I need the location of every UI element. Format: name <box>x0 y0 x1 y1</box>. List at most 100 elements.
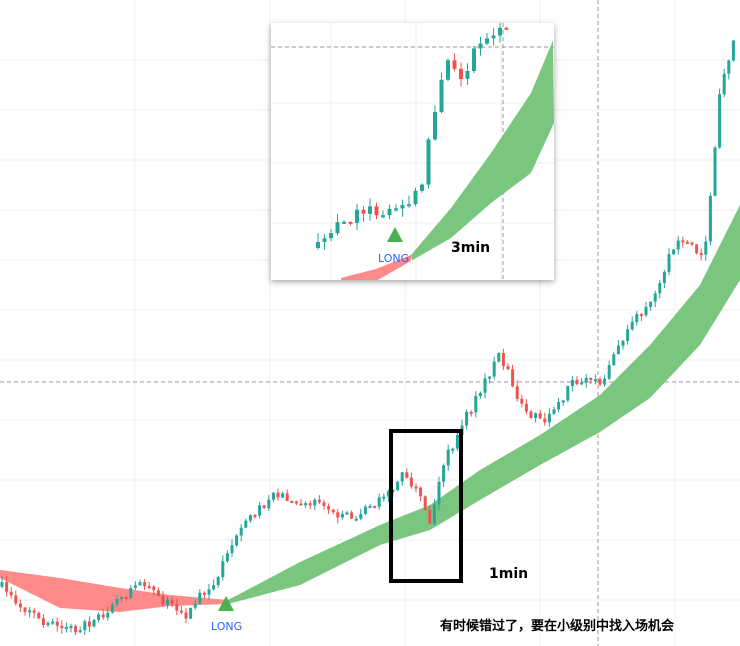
candle-body <box>175 604 179 611</box>
candle-body <box>409 477 413 487</box>
candle-body <box>400 205 405 209</box>
candle-body <box>561 400 565 403</box>
candle-body <box>46 622 50 626</box>
candle-body <box>373 505 377 508</box>
candle-body <box>426 139 431 185</box>
candle-body <box>446 449 450 466</box>
candle-body <box>87 621 91 627</box>
candle-body <box>381 215 385 218</box>
candle-body <box>485 38 489 44</box>
candle-body <box>147 586 151 589</box>
candle-body <box>244 520 248 528</box>
candle-body <box>704 241 708 255</box>
candle-body <box>290 501 294 503</box>
candle-body <box>235 535 239 546</box>
inset-chart-panel: LONG 3min <box>271 23 554 280</box>
candle-body <box>501 353 505 367</box>
candle-body <box>437 481 441 505</box>
candle-body <box>340 513 344 518</box>
candle-body <box>469 411 473 414</box>
candle-body <box>32 610 36 613</box>
candle-body <box>294 501 298 504</box>
candle-body <box>386 491 390 497</box>
candle-body <box>644 306 648 316</box>
candle-body <box>452 60 457 69</box>
candle-body <box>483 378 487 393</box>
candle-body <box>400 472 404 482</box>
candle-body <box>718 94 722 148</box>
candle-body <box>492 361 496 377</box>
candle-body <box>731 40 735 61</box>
candle-body <box>459 68 463 79</box>
candle-body <box>359 513 363 519</box>
bear-ribbon <box>341 255 411 280</box>
candle-body <box>299 503 303 506</box>
candle-body <box>342 221 346 224</box>
candle-body <box>60 625 64 629</box>
candle-body <box>639 314 643 317</box>
candle-body <box>5 582 9 592</box>
candle-body <box>603 378 607 385</box>
candle-body <box>465 411 469 426</box>
candle-body <box>593 379 597 382</box>
candle-body <box>713 147 717 196</box>
candle-body <box>51 621 55 624</box>
candle-body <box>225 553 229 562</box>
candle-body <box>37 612 41 619</box>
candle-body <box>350 512 354 519</box>
candle-body <box>474 396 478 413</box>
main-long-label: LONG <box>211 620 243 633</box>
candle-body <box>612 354 616 366</box>
candle-body <box>101 614 105 618</box>
candle-body <box>607 365 611 379</box>
candle-body <box>316 242 320 248</box>
candle-body <box>374 206 379 216</box>
candle-body <box>74 626 78 633</box>
candle-body <box>413 190 418 205</box>
candle-body <box>498 27 502 36</box>
candle-body <box>504 27 509 30</box>
candle-body <box>649 301 653 307</box>
candle-body <box>446 60 450 80</box>
candle-body <box>331 509 335 513</box>
candle-body <box>329 233 333 239</box>
candle-body <box>335 222 340 234</box>
candle-body <box>676 240 680 250</box>
candle-body <box>345 512 349 515</box>
candle-body <box>681 240 685 243</box>
candle-body <box>580 382 584 385</box>
candle-body <box>455 434 459 449</box>
candle-body <box>442 465 446 482</box>
candle-body <box>727 60 731 74</box>
candle-body <box>621 340 625 346</box>
candle-body <box>685 241 689 244</box>
candle-body <box>690 242 694 245</box>
candle-body <box>202 592 206 595</box>
candle-body <box>124 597 128 600</box>
candle-body <box>433 112 437 140</box>
candle-body <box>64 626 68 629</box>
candle-body <box>667 254 671 272</box>
candle-body <box>552 409 556 414</box>
candle-body <box>722 73 726 95</box>
candle-body <box>317 499 321 503</box>
candle-body <box>584 377 588 383</box>
candle-body <box>488 376 492 379</box>
candle-body <box>491 35 496 39</box>
candle-body <box>97 614 101 620</box>
candle-body <box>212 585 216 590</box>
candle-body <box>0 582 4 587</box>
candle-body <box>308 503 312 506</box>
candle-body <box>391 489 395 492</box>
candle-body <box>152 586 156 591</box>
candle-body <box>156 590 160 596</box>
candle-body <box>92 619 96 627</box>
candle-body <box>189 607 193 619</box>
long-signal-marker <box>218 596 234 611</box>
candle-body <box>529 411 533 418</box>
candle-body <box>616 345 620 355</box>
candle-body <box>230 545 234 554</box>
candle-body <box>198 592 202 604</box>
candle-body <box>129 587 133 599</box>
candle-body <box>368 505 372 508</box>
